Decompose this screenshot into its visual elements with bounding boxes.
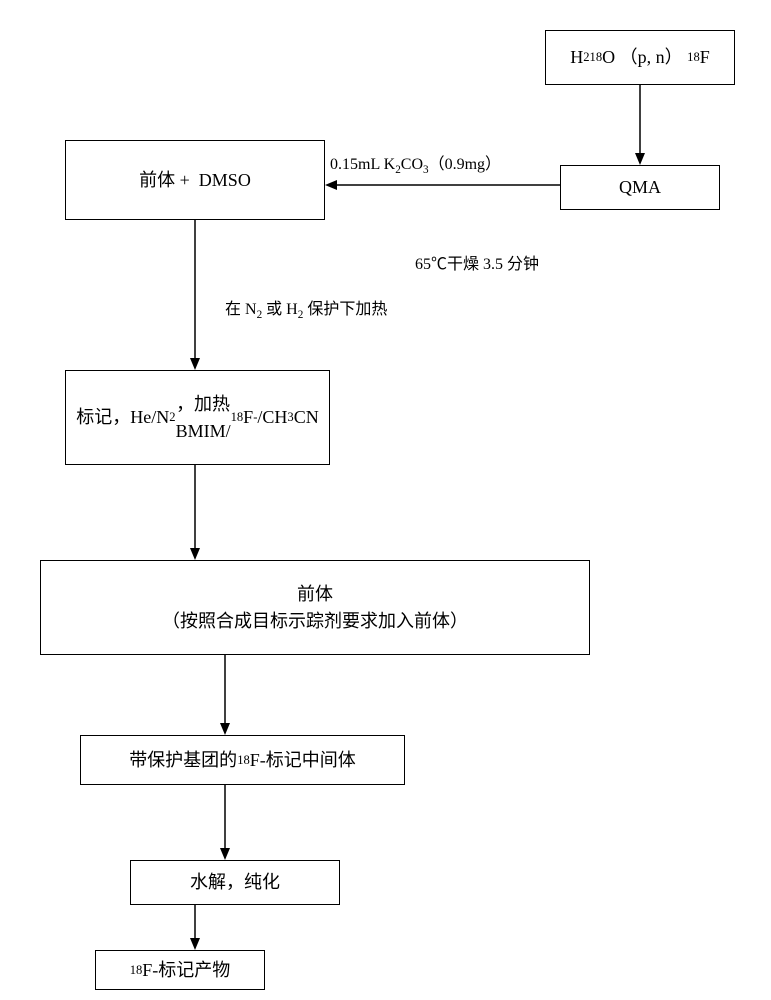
label-eluent: 0.15mL K2CO3（0.9mg） xyxy=(330,150,501,176)
node-qma: QMA xyxy=(560,165,720,210)
node-precursor2: 前体（按照合成目标示踪剂要求加入前体） xyxy=(40,560,590,655)
node-hydrolysis: 水解，纯化 xyxy=(130,860,340,905)
edge-intermed-to-hydrolysis xyxy=(220,785,230,860)
label-dry: 65℃干燥 3.5 分钟 xyxy=(415,250,539,274)
node-precursor1: 前体 + DMSO xyxy=(65,140,325,220)
edge-hydrolysis-to-product xyxy=(190,905,200,950)
edge-precursor1-to-labeling xyxy=(190,220,200,370)
node-labeling: 标记，He/N2，加热BMIM/18F-/CH3CN xyxy=(65,370,330,465)
edge-qma-to-precursor1 xyxy=(325,180,560,190)
edge-source-to-qma xyxy=(635,85,645,165)
node-product: 18F-标记产物 xyxy=(95,950,265,990)
node-source: H218O （p, n） 18F xyxy=(545,30,735,85)
edge-labeling-to-precursor2 xyxy=(190,465,200,560)
edge-precursor2-to-intermed xyxy=(220,655,230,735)
node-intermed: 带保护基团的 18F-标记中间体 xyxy=(80,735,405,785)
label-heat: 在 N2 或 H2 保护下加热 xyxy=(225,295,387,321)
